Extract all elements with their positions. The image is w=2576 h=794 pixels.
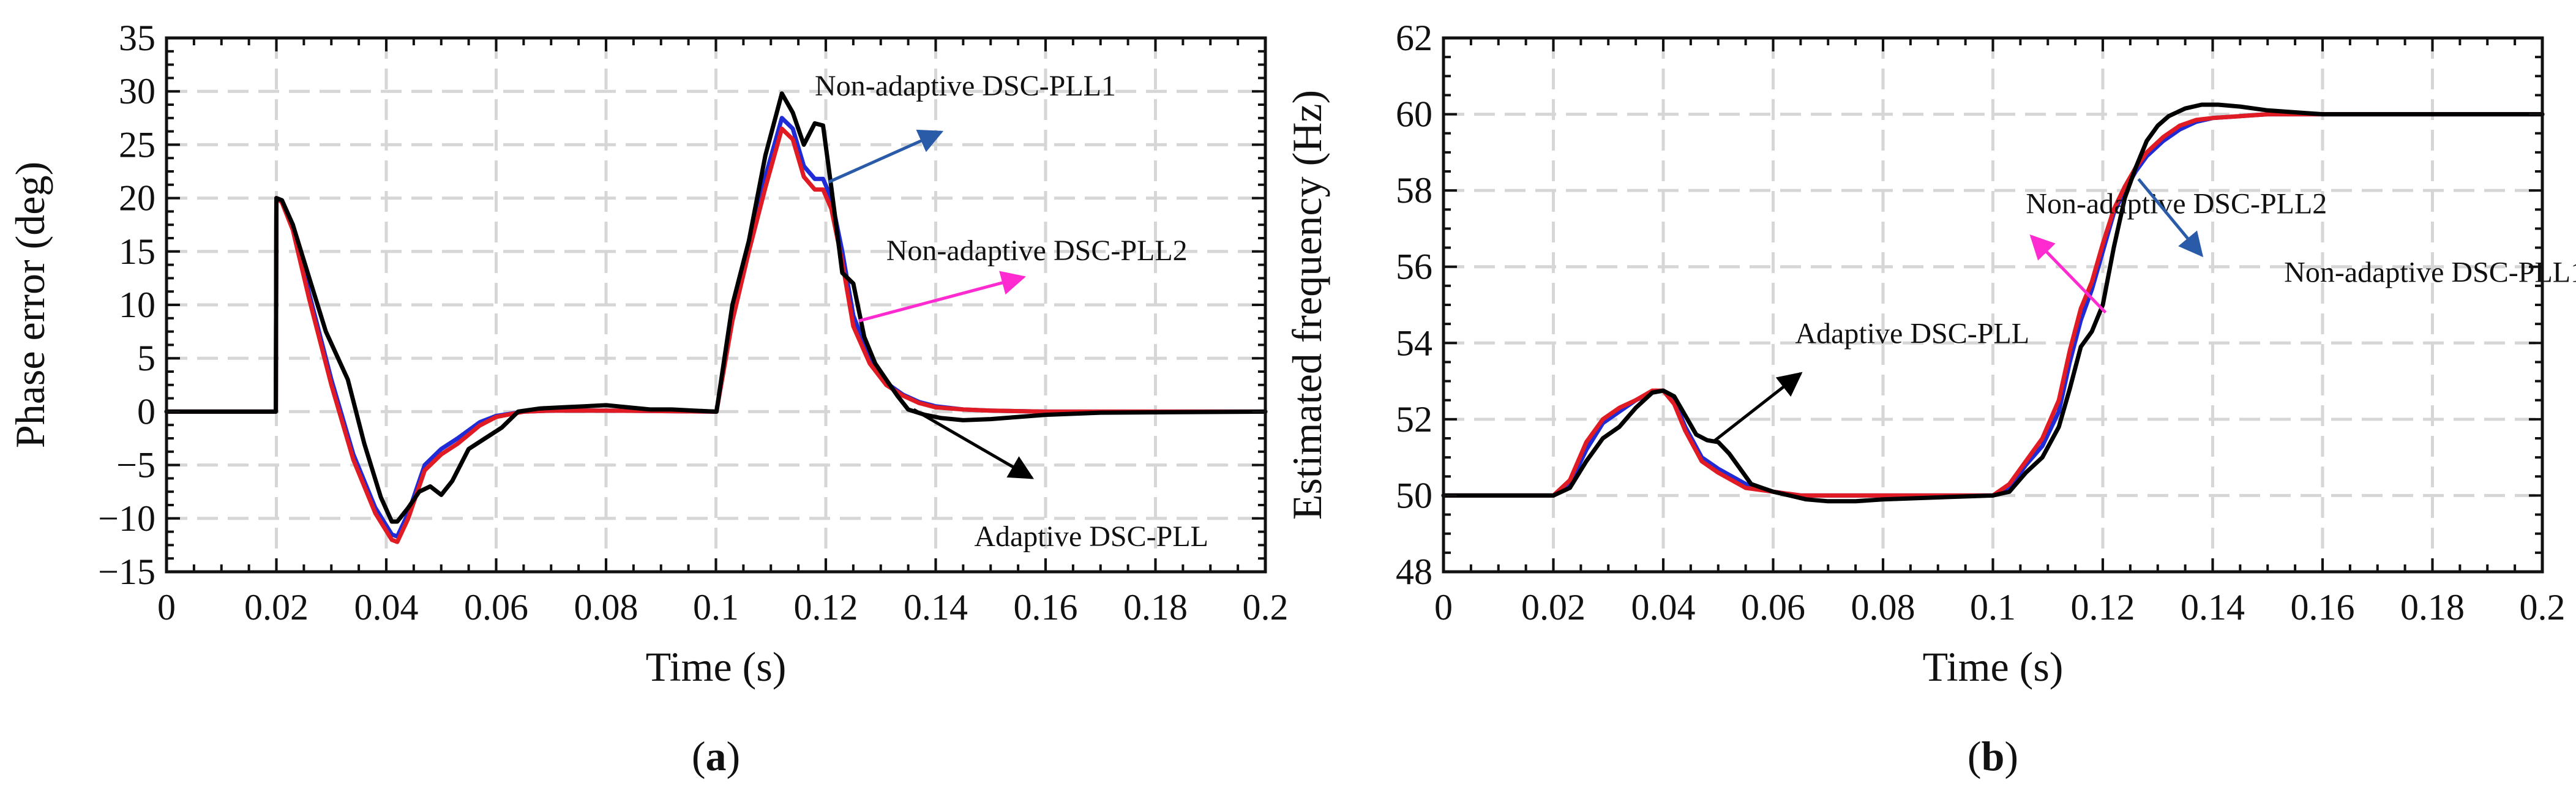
y-tick-label: −15 xyxy=(98,552,155,592)
x-tick-label: 0.1 xyxy=(693,587,739,627)
y-tick-label: 52 xyxy=(1396,399,1432,440)
annotation-label-pll2-b: Non-adaptive DSC-PLL2 xyxy=(2026,188,2327,220)
x-tick-label: 0.02 xyxy=(244,587,309,627)
ticks-b xyxy=(1442,37,2544,573)
y-tick-label: 58 xyxy=(1396,170,1432,211)
panel-paren-close: ) xyxy=(2004,733,2018,779)
x-tick-label: 0.14 xyxy=(904,587,968,627)
x-tick-label: 0.14 xyxy=(2181,587,2245,627)
ticks-a xyxy=(165,37,1267,573)
series-layer-a xyxy=(164,91,1268,544)
panel-letter: b xyxy=(1982,733,2005,779)
x-axis-label-b: Time (s) xyxy=(1923,643,2064,690)
series-line-adaptive-b xyxy=(1441,102,2545,504)
x-tick-label: 0.16 xyxy=(1014,587,1078,627)
x-tick-label: 0 xyxy=(157,587,176,627)
annotation-arrow-adaptive-b xyxy=(1712,372,1803,444)
y-tick-label: 20 xyxy=(119,178,155,219)
x-tick-label: 0.18 xyxy=(1123,587,1188,627)
x-tick-label: 0 xyxy=(1434,587,1453,627)
y-tick-label: 54 xyxy=(1396,323,1432,363)
y-tick-label: 5 xyxy=(137,338,155,378)
x-tick-label: 0.06 xyxy=(1741,587,1805,627)
x-tick-label: 0.18 xyxy=(2400,587,2465,627)
x-tick-label: 0.04 xyxy=(354,587,419,627)
x-tick-label: 0.12 xyxy=(2071,587,2135,627)
x-tick-label: 0.02 xyxy=(1521,587,1586,627)
y-tick-label: 0 xyxy=(137,391,155,432)
x-tick-label: 0.04 xyxy=(1631,587,1696,627)
y-axis-label-a: Phase error (deg) xyxy=(7,162,53,448)
y-axis-label-b: Estimated frequency (Hz) xyxy=(1284,90,1330,520)
panel-paren-open: ( xyxy=(692,733,706,779)
annotation-label-adaptive-b: Adaptive DSC-PLL xyxy=(1795,317,2029,350)
annotation-arrow-pll1-a xyxy=(828,129,944,184)
x-tick-label: 0.2 xyxy=(1243,587,1289,627)
y-tick-label: 10 xyxy=(119,285,155,325)
panel-a: 0 0.02 0.04 0.06 0.08 0.1 0.12 0.14 0.16 0.18 0.2 … xyxy=(7,18,1289,779)
y-tick-label: 56 xyxy=(1396,247,1432,287)
x-tick-labels-b: 0 0.02 0.04 0.06 0.08 0.1 0.12 0.14 0.16 0.18 0.2 xyxy=(1434,587,2566,627)
panel-label-a: (a) xyxy=(692,733,740,779)
y-tick-label: −5 xyxy=(116,445,155,485)
x-tick-labels-a: 0 0.02 0.04 0.06 0.08 0.1 0.12 0.14 0.16 0.18 0.2 xyxy=(157,587,1289,627)
series-line-adaptive-a xyxy=(164,91,1268,524)
x-tick-label: 0.1 xyxy=(1970,587,2016,627)
x-tick-label: 0.08 xyxy=(574,587,638,627)
annotation-arrow-adaptive-a xyxy=(913,408,1035,479)
x-tick-label: 0.06 xyxy=(464,587,528,627)
x-tick-label: 0.08 xyxy=(1851,587,1915,627)
annotations-b: Non-adaptive DSC-PLL2 Non-adaptive DSC-PL… xyxy=(1712,178,2576,444)
grid-b xyxy=(1443,38,2542,572)
y-tick-label: 30 xyxy=(119,71,155,111)
y-tick-label: 62 xyxy=(1396,18,1432,58)
y-tick-label: 50 xyxy=(1396,475,1432,515)
annotation-arrow-pll2-b xyxy=(2029,234,2107,314)
panel-letter: a xyxy=(706,733,727,779)
annotation-label-pll2-a: Non-adaptive DSC-PLL2 xyxy=(886,234,1188,267)
y-tick-label: −10 xyxy=(98,498,155,539)
x-tick-label: 0.12 xyxy=(794,587,858,627)
annotation-arrow-pll1-b xyxy=(2137,178,2204,258)
y-tick-label: 48 xyxy=(1396,552,1432,592)
y-tick-label: 25 xyxy=(119,124,155,165)
panel-label-b: (b) xyxy=(1968,733,2018,779)
y-tick-label: 35 xyxy=(119,18,155,58)
panel-paren-close: ) xyxy=(727,733,741,779)
y-tick-label: 60 xyxy=(1396,94,1432,135)
x-tick-label: 0.16 xyxy=(2291,587,2355,627)
annotation-label-adaptive-a: Adaptive DSC-PLL xyxy=(974,520,1208,553)
series-line-dsc-pll2-b xyxy=(1441,112,2545,498)
y-tick-labels-a: −15 −10 −5 0 5 10 15 20 25 30 35 xyxy=(98,18,155,592)
annotation-label-pll1-a: Non-adaptive DSC-PLL1 xyxy=(815,70,1116,102)
panel-b: 0 0.02 0.04 0.06 0.08 0.1 0.12 0.14 0.16 0.18 0.2 … xyxy=(1284,18,2576,779)
grid-a xyxy=(167,38,1265,572)
x-tick-label: 0.2 xyxy=(2520,587,2566,627)
annotation-arrow-pll2-a xyxy=(858,271,1026,323)
series-layer-b xyxy=(1441,102,2545,504)
y-tick-label: 15 xyxy=(119,231,155,272)
y-tick-labels-b: 48 50 52 54 56 58 60 62 xyxy=(1396,18,1432,592)
x-axis-label-a: Time (s) xyxy=(646,643,787,690)
panel-paren-open: ( xyxy=(1968,733,1982,779)
annotations-a: Non-adaptive DSC-PLL1 Non-adaptive DSC-PL… xyxy=(815,70,1208,553)
annotation-label-pll1-b: Non-adaptive DSC-PLL1 xyxy=(2284,257,2576,289)
